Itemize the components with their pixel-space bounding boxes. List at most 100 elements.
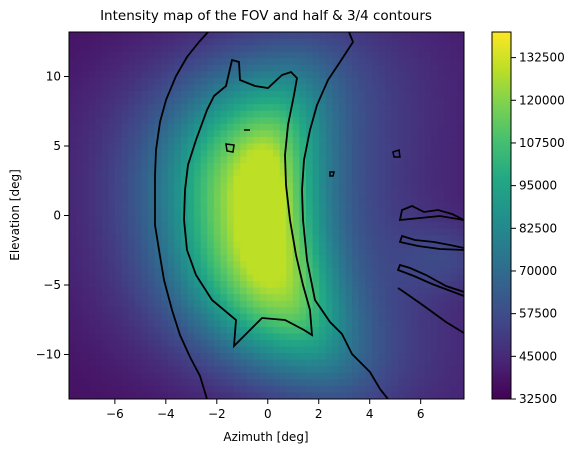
heatmap-cell (371, 208, 380, 217)
heatmap-cell (207, 38, 215, 46)
heatmap-cell (82, 333, 90, 341)
heatmap-cell (220, 97, 228, 105)
heatmap-cell (220, 287, 228, 295)
heatmap-cell (299, 77, 307, 86)
heatmap-cell (358, 182, 366, 190)
heatmap-cell (352, 90, 360, 99)
heatmap-cell (95, 353, 103, 361)
heatmap-cell (200, 254, 208, 262)
heatmap-cell (220, 248, 228, 256)
heatmap-cell (404, 58, 412, 66)
heatmap-cell (154, 333, 162, 341)
heatmap-cell (319, 248, 327, 256)
heatmap-cell (385, 313, 393, 321)
heatmap-cell (253, 307, 261, 315)
heatmap-cell (246, 130, 254, 138)
heatmap-cell (194, 326, 202, 335)
heatmap-cell (220, 313, 228, 321)
heatmap-cell (128, 136, 136, 145)
heatmap-cell (266, 326, 274, 335)
heatmap-cell (437, 346, 445, 354)
heatmap-cell (69, 189, 77, 197)
heatmap-cell (259, 45, 268, 53)
heatmap-cell (273, 143, 281, 151)
heatmap-cell (134, 58, 143, 66)
heatmap-cell (134, 228, 143, 236)
heatmap-cell (398, 156, 406, 164)
heatmap-cell (213, 202, 222, 210)
heatmap-cell (450, 149, 459, 158)
heatmap-cell (273, 287, 281, 295)
heatmap-cell (365, 228, 373, 236)
heatmap-cell (365, 340, 373, 348)
heatmap-cell (108, 130, 116, 138)
heatmap-cell (115, 248, 123, 256)
heatmap-cell (345, 71, 353, 79)
heatmap-cell (82, 143, 90, 151)
heatmap-cell (437, 77, 445, 86)
heatmap-cell (220, 90, 228, 99)
heatmap-cell (424, 38, 432, 46)
heatmap-cell (371, 169, 380, 177)
heatmap-cell (299, 189, 307, 197)
heatmap-cell (378, 340, 386, 348)
heatmap-cell (325, 156, 333, 164)
heatmap-cell (286, 130, 294, 138)
heatmap-cell (180, 300, 189, 308)
heatmap-cell (332, 385, 340, 394)
heatmap-cell (431, 392, 439, 399)
heatmap-cell (233, 320, 241, 328)
heatmap-cell (338, 130, 347, 138)
heatmap-cell (167, 123, 175, 131)
heatmap-cell (128, 51, 136, 59)
heatmap-cell (207, 71, 215, 79)
heatmap-cell (128, 313, 136, 321)
heatmap-cell (338, 202, 347, 210)
heatmap-cell (352, 110, 360, 118)
heatmap-cell (345, 372, 353, 380)
heatmap-cell (437, 130, 445, 138)
heatmap-cell (240, 287, 248, 295)
heatmap-cell (299, 346, 307, 354)
heatmap-cell (115, 208, 123, 217)
heatmap-cell (371, 307, 380, 315)
heatmap-cell (174, 97, 182, 105)
heatmap-cell (240, 313, 248, 321)
heatmap-cell (404, 130, 412, 138)
heatmap-cell (115, 169, 123, 177)
heatmap-cell (325, 176, 333, 184)
heatmap-cell (404, 392, 412, 399)
heatmap-cell (306, 372, 314, 380)
heatmap-cell (207, 104, 215, 112)
heatmap-cell (95, 241, 103, 249)
heatmap-cell (319, 117, 327, 125)
heatmap-cell (180, 123, 189, 131)
heatmap-cell (141, 261, 149, 269)
heatmap-cell (431, 195, 439, 203)
heatmap-cell (273, 104, 281, 112)
heatmap-cell (121, 51, 129, 59)
heatmap-cell (154, 97, 162, 105)
heatmap-cell (391, 248, 399, 256)
heatmap-cell (431, 38, 439, 46)
heatmap-cell (194, 340, 202, 348)
heatmap-cell (378, 169, 386, 177)
heatmap-cell (174, 385, 182, 394)
heatmap-cell (306, 235, 314, 243)
heatmap-cell (141, 222, 149, 230)
heatmap-cell (207, 372, 215, 380)
heatmap-cell (352, 117, 360, 125)
heatmap-cell (450, 287, 459, 295)
heatmap-cell (180, 379, 189, 387)
heatmap-cell (200, 117, 208, 125)
heatmap-cell (207, 235, 215, 243)
heatmap-cell (95, 287, 103, 295)
heatmap-cell (167, 366, 175, 374)
heatmap-cell (345, 104, 353, 112)
heatmap-cell (207, 136, 215, 145)
heatmap-cell (352, 45, 360, 53)
heatmap-cell (128, 195, 136, 203)
heatmap-cell (95, 38, 103, 46)
heatmap-cell (273, 222, 281, 230)
heatmap-cell (332, 274, 340, 282)
